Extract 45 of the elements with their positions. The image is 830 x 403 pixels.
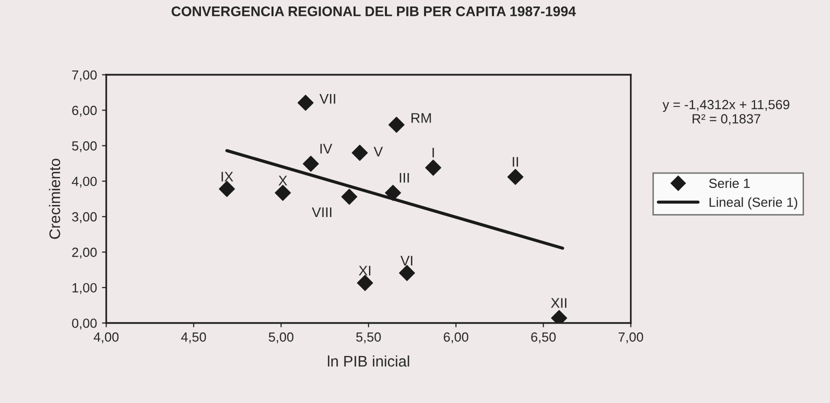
- y-tick-label: 3,00: [72, 212, 97, 224]
- y-tick-label: 6,00: [72, 106, 97, 117]
- annotation: XII: [550, 298, 566, 308]
- point: [425, 160, 442, 176]
- y-tick-label: 5,00: [72, 141, 97, 152]
- y-tick-label: 0,00: [72, 318, 97, 330]
- annotation: VI: [400, 256, 412, 266]
- annotation: IX: [222, 172, 234, 182]
- point: [218, 180, 235, 197]
- x-tick-label: 5,50: [356, 332, 381, 344]
- y-tick-label: 7,00: [72, 70, 97, 82]
- legend-label: Serie 1: [709, 178, 750, 188]
- x-tick-label: 4,50: [181, 332, 206, 344]
- point: [341, 188, 358, 205]
- point: [352, 144, 368, 161]
- x-tick-label: 7,00: [618, 332, 644, 344]
- legend-label: Lineal (Serie 1): [710, 197, 798, 210]
- x-tick-label: 6,50: [531, 332, 556, 344]
- point: [507, 168, 524, 185]
- annotation: RM: [412, 113, 431, 123]
- y-tick-label: 2,00: [72, 248, 97, 259]
- x-tick-label: 6,00: [444, 332, 468, 344]
- x-tick-label: 4,00: [94, 332, 119, 344]
- annotation: II: [512, 157, 518, 167]
- x-tick-label: 5,00: [268, 332, 294, 344]
- y-axis-title: Crecimiento: [48, 158, 60, 239]
- x-axis-title: ln PIB inicial: [328, 355, 410, 367]
- point: [302, 156, 319, 172]
- annotation: VII: [320, 94, 336, 104]
- annotation: III: [400, 173, 409, 183]
- y-tick-label: 4,00: [72, 176, 97, 188]
- chart-title: CONVERGENCIA REGIONAL DEL PIB PER CAPITA 1987-1994: [172, 6, 576, 16]
- text: y = -1,4312x + 11,569 R² = 0,1837: [662, 100, 790, 126]
- point: [298, 94, 314, 111]
- annotation: XI: [358, 266, 370, 276]
- annotation: I: [432, 148, 434, 158]
- annotation: VIII: [312, 207, 332, 218]
- annotation: V: [374, 146, 383, 156]
- point: [356, 274, 374, 291]
- point: [388, 116, 405, 133]
- annotation: X: [278, 176, 288, 186]
- y-tick-label: 1,00: [72, 283, 97, 294]
- annotation: IV: [320, 144, 332, 154]
- point: [398, 264, 416, 282]
- point: [274, 184, 291, 201]
